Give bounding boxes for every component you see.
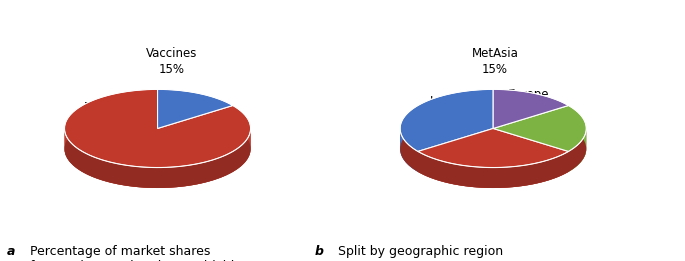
Text: a: a (7, 245, 15, 258)
Text: North
America
30%: North America 30% (473, 123, 522, 168)
Polygon shape (400, 130, 418, 172)
Text: Europe
35%: Europe 35% (508, 88, 549, 117)
Text: Split by geographic region: Split by geographic region (334, 245, 503, 258)
Polygon shape (418, 128, 569, 168)
Polygon shape (569, 129, 586, 172)
Text: MetAsia
15%: MetAsia 15% (472, 47, 519, 76)
Polygon shape (418, 151, 569, 188)
Polygon shape (64, 128, 251, 188)
Polygon shape (64, 129, 251, 188)
Text: Vaccines
15%: Vaccines 15% (146, 47, 197, 76)
Polygon shape (493, 89, 569, 128)
Ellipse shape (64, 110, 251, 188)
Polygon shape (400, 89, 493, 151)
Text: b: b (315, 245, 324, 258)
Polygon shape (493, 105, 586, 151)
Polygon shape (400, 128, 586, 188)
Ellipse shape (400, 110, 586, 188)
Text: Latin
America
20%: Latin America 20% (421, 95, 469, 140)
Text: Endoparas
iticides
85%: Endoparas iticides 85% (84, 101, 147, 146)
Polygon shape (158, 89, 233, 128)
Polygon shape (64, 89, 251, 168)
Text: Percentage of market shares
 for vaccines and endoparasiticides: Percentage of market shares for vaccines… (26, 245, 249, 261)
